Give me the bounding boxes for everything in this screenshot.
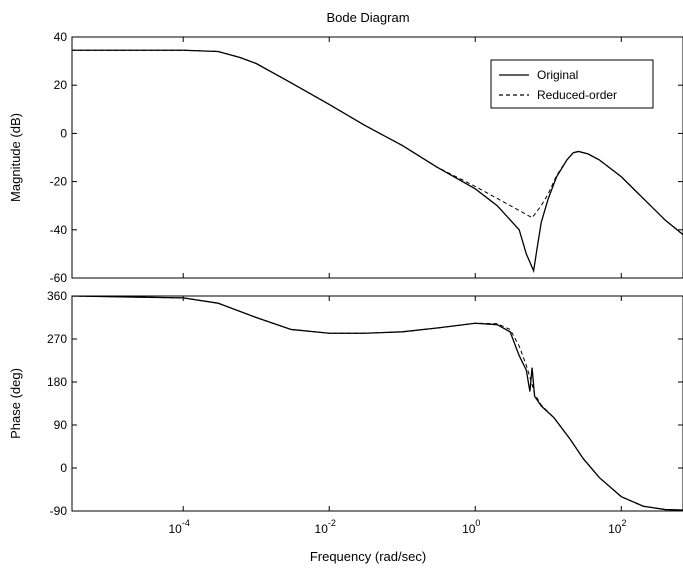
- legend-label: Original: [537, 68, 578, 82]
- legend: Original Reduced-order: [490, 59, 654, 109]
- phase-y-tick-label: 360: [47, 289, 67, 303]
- magnitude-y-tick-label: 40: [54, 30, 68, 44]
- magnitude-series-reduced-order: [72, 49, 683, 236]
- magnitude-y-tick-label: 20: [54, 78, 68, 92]
- x-tick-label: 10-4: [169, 518, 190, 536]
- panels: 40 20 0 -20 -40 -60 Magnitude (dB) Original Redu…: [8, 30, 683, 536]
- phase-y-tick-label: 180: [47, 375, 67, 389]
- magnitude-y-tick-label: -60: [50, 271, 68, 285]
- phase-series-reduced-order: [72, 296, 683, 511]
- x-tick-label: 102: [608, 518, 626, 536]
- x-tick-label: 100: [462, 518, 480, 536]
- phase-y-tick-label: -90: [50, 504, 68, 518]
- phase-y-tick-label: 90: [54, 418, 68, 432]
- magnitude-y-tick-label: -20: [50, 175, 68, 189]
- phase-y-tick-label: 0: [60, 461, 67, 475]
- magnitude-y-tick-label: -40: [50, 223, 68, 237]
- magnitude-y-tick-label: 0: [60, 126, 67, 140]
- phase-plot-frame: [71, 295, 683, 512]
- phase-y-tick-label: 270: [47, 332, 67, 346]
- magnitude-y-axis-label: Magnitude (dB): [8, 113, 23, 202]
- phase-panel: 360 270 180 90 0 -90 10-4 10-2 100 102 Phase (deg): [8, 289, 683, 536]
- x-tick-label: 10-2: [315, 518, 336, 536]
- legend-label: Reduced-order: [537, 88, 617, 102]
- phase-y-axis-label: Phase (deg): [8, 368, 23, 439]
- x-axis-label: Frequency (rad/sec): [310, 549, 426, 564]
- magnitude-panel: 40 20 0 -20 -40 -60 Magnitude (dB) Original Redu…: [8, 30, 683, 285]
- legend-box: [490, 59, 654, 109]
- chart-title: Bode Diagram: [326, 10, 409, 25]
